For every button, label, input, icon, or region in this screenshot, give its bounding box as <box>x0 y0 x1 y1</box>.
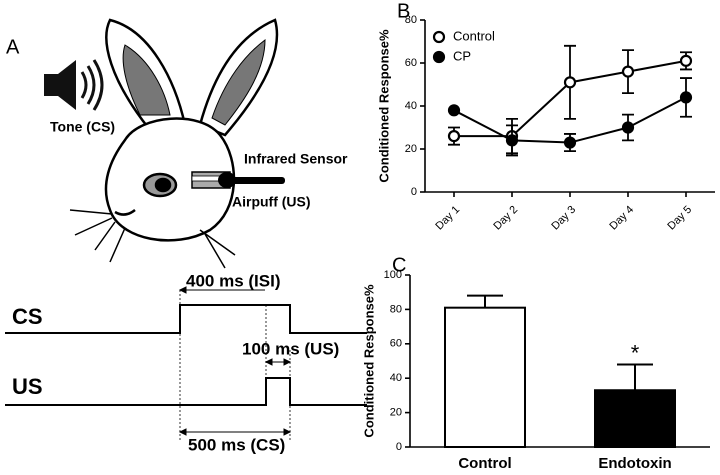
panel-label: C <box>392 254 406 276</box>
rabbit <box>69 18 279 269</box>
y-axis-label: Conditioned Response% <box>361 284 376 438</box>
panel-label: B <box>397 0 410 22</box>
point <box>621 65 635 78</box>
legend-label: Control <box>453 28 495 43</box>
y-tick-label: 20 <box>390 407 402 419</box>
bar <box>444 306 526 448</box>
x-tick-label: Day 3 <box>549 204 578 233</box>
x-tick-label: Endotoxin <box>598 455 671 472</box>
y-tick-label: 0 <box>396 441 402 453</box>
x-tick-label: Control <box>458 455 511 472</box>
sensor-airpuff <box>191 171 285 189</box>
point <box>505 134 519 147</box>
y-tick-label: 40 <box>390 372 402 384</box>
point <box>621 121 635 134</box>
sensor-label: Infrared Sensor <box>244 151 348 167</box>
y-tick-label: 20 <box>405 143 417 155</box>
y-tick-label: 40 <box>405 100 417 112</box>
speaker-icon <box>44 59 104 111</box>
y-tick-label: 100 <box>384 269 402 281</box>
legend-label: CP <box>453 48 471 63</box>
y-tick-label: 80 <box>390 303 402 315</box>
point <box>563 136 577 149</box>
point <box>563 76 577 89</box>
x-tick-label: Day 2 <box>491 204 520 233</box>
y-axis-label: Conditioned Response% <box>376 29 391 183</box>
us-duration-label: 100 ms (US) <box>242 339 339 358</box>
error-bar <box>467 294 503 308</box>
x-tick-label: Day 5 <box>665 204 694 233</box>
airpuff-label: Airpuff (US) <box>232 194 311 210</box>
point <box>447 104 461 117</box>
annotation: * <box>631 340 640 365</box>
legend-marker <box>432 30 446 44</box>
tone-label: Tone (CS) <box>50 119 115 135</box>
bar <box>594 389 676 448</box>
isi-label: 400 ms (ISI) <box>186 271 281 290</box>
y-tick-label: 0 <box>411 186 417 198</box>
panel-label: A <box>6 36 20 58</box>
y-tick-label: 80 <box>405 14 417 26</box>
cs-label: CS <box>12 304 43 329</box>
point <box>679 91 693 104</box>
legend-marker <box>432 50 446 64</box>
point <box>447 130 461 143</box>
point <box>679 54 693 67</box>
x-tick-label: Day 4 <box>607 204 636 233</box>
error-bar <box>617 363 653 391</box>
y-tick-label: 60 <box>390 338 402 350</box>
cs-duration-label: 500 ms (CS) <box>188 435 285 454</box>
timing-diagram <box>5 286 367 440</box>
us-label: US <box>12 374 43 399</box>
x-tick-label: Day 1 <box>433 204 462 233</box>
y-tick-label: 60 <box>405 57 417 69</box>
